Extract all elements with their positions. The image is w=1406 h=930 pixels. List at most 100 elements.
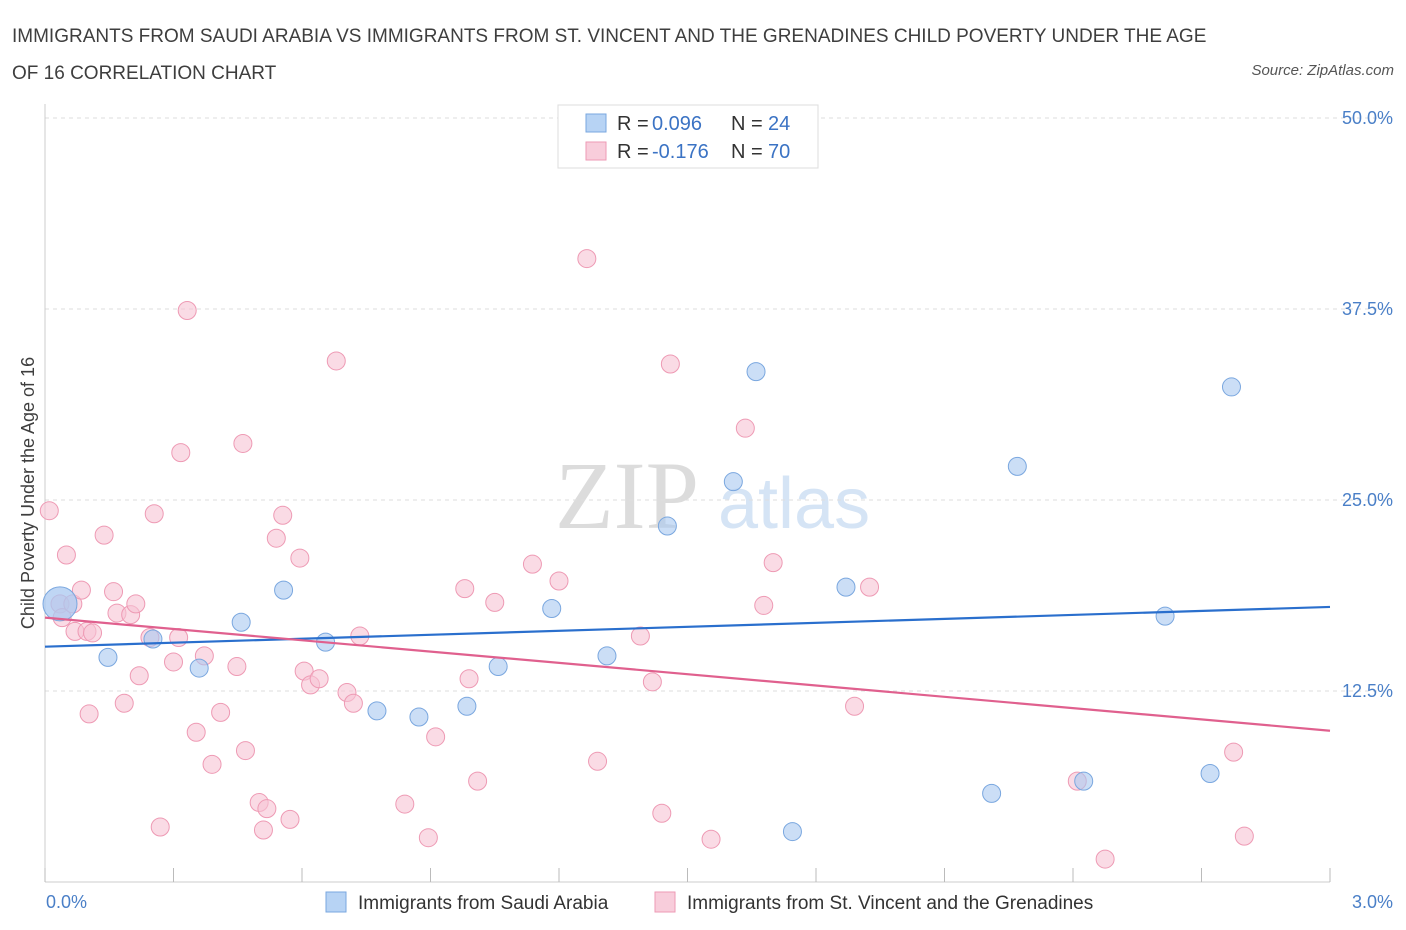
bottom-legend-label-stvincent: Immigrants from St. Vincent and the Gren… [687, 893, 1093, 914]
y-tick-label-3: 50.0% [1342, 108, 1393, 128]
y-axis-label: Child Poverty Under the Age of 16 [18, 357, 38, 629]
point-stvincent-53 [549, 571, 569, 591]
point-saudi-20 [1074, 771, 1094, 791]
point-stvincent-8 [79, 704, 99, 724]
point-stvincent-13 [114, 693, 134, 713]
point-stvincent-47 [426, 727, 446, 747]
grid-lines [45, 117, 1390, 692]
point-stvincent-63 [763, 553, 783, 573]
y-tick-label-1: 25.0% [1342, 490, 1393, 510]
point-stvincent-0 [39, 501, 59, 521]
point-stvincent-58 [652, 803, 672, 823]
point-stvincent-32 [253, 820, 273, 840]
legend-r-label-saudi: R = [617, 113, 649, 135]
point-stvincent-11 [104, 582, 124, 602]
legend-n-label-saudi: N = [731, 113, 763, 135]
point-stvincent-61 [735, 418, 755, 438]
point-stvincent-64 [845, 696, 865, 716]
point-stvincent-55 [588, 751, 608, 771]
y-tick-labels: 12.5% 25.0% 37.5% 50.0% [1342, 108, 1393, 701]
trend-lines [44, 605, 1331, 732]
point-stvincent-30 [235, 741, 255, 761]
point-stvincent-33 [257, 799, 277, 819]
y-tick-label-0: 12.5% [1342, 681, 1393, 701]
point-stvincent-50 [468, 771, 488, 791]
point-stvincent-34 [266, 528, 286, 548]
legend-r-value-saudi: 0.096 [652, 113, 702, 135]
point-stvincent-36 [280, 809, 300, 829]
point-saudi-15 [746, 362, 766, 382]
point-stvincent-16 [129, 666, 149, 686]
point-stvincent-43 [343, 693, 363, 713]
watermark-atlas: atlas [718, 464, 870, 544]
point-stvincent-67 [1095, 849, 1115, 869]
point-stvincent-22 [171, 443, 191, 463]
point-stvincent-62 [754, 595, 774, 615]
point-stvincent-18 [144, 504, 164, 524]
bottom-legend-swatch-saudi [325, 891, 347, 913]
correlation-legend: R = 0.096 N = 24 R = -0.176 N = 70 [557, 104, 819, 169]
point-stvincent-46 [418, 828, 438, 848]
point-stvincent-59 [660, 354, 680, 374]
point-stvincent-40 [309, 669, 329, 689]
watermark-zip: ZIP [555, 442, 699, 549]
legend-n-value-saudi: 24 [768, 113, 790, 135]
point-saudi-7 [367, 701, 387, 721]
point-stvincent-6 [71, 580, 91, 600]
point-stvincent-49 [459, 669, 479, 689]
bottom-legend-swatch-stvincent [654, 891, 676, 913]
point-stvincent-15 [126, 594, 146, 614]
source-label: Source: ZipAtlas.com [1251, 62, 1394, 79]
point-stvincent-27 [211, 702, 231, 722]
legend-r-value-stvincent: -0.176 [652, 141, 709, 163]
point-saudi-18 [982, 783, 1002, 803]
bottom-legend-label-saudi: Immigrants from Saudi Arabia [358, 893, 609, 914]
legend-n-label-stvincent: N = [731, 141, 763, 163]
point-saudi-13 [657, 516, 677, 536]
trend-line-saudi [44, 605, 1331, 648]
point-saudi-4 [231, 612, 251, 632]
legend-swatch-stvincent [585, 141, 607, 161]
point-saudi-14 [723, 472, 743, 492]
point-stvincent-69 [1234, 826, 1254, 846]
point-stvincent-23 [177, 301, 197, 321]
point-saudi-16 [782, 822, 802, 842]
point-saudi-17 [836, 577, 856, 597]
point-stvincent-41 [326, 351, 346, 371]
y-tick-label-2: 37.5% [1342, 299, 1393, 319]
point-saudi-19 [1007, 456, 1027, 476]
point-stvincent-37 [290, 548, 310, 568]
point-stvincent-26 [202, 754, 222, 774]
point-stvincent-3 [56, 545, 76, 565]
point-saudi-22 [1200, 764, 1220, 784]
point-stvincent-9 [83, 623, 103, 643]
point-stvincent-10 [94, 525, 114, 545]
point-stvincent-29 [233, 433, 253, 453]
point-saudi-23 [1221, 377, 1241, 397]
point-stvincent-52 [522, 554, 542, 574]
point-saudi-2 [143, 629, 163, 649]
legend-swatch-saudi [585, 113, 607, 133]
point-saudi-5 [274, 580, 294, 600]
x-axis-ticks [44, 868, 1331, 882]
point-stvincent-57 [642, 672, 662, 692]
point-stvincent-19 [150, 817, 170, 837]
point-stvincent-28 [227, 657, 247, 677]
point-stvincent-51 [485, 592, 505, 612]
x-tick-label-min: 0.0% [46, 892, 87, 912]
legend-r-label-stvincent: R = [617, 141, 649, 163]
series-legend: Immigrants from Saudi Arabia Immigrants … [325, 891, 1093, 914]
point-stvincent-20 [164, 652, 183, 672]
point-saudi-21 [1155, 606, 1175, 626]
point-stvincent-65 [860, 577, 880, 597]
point-saudi-10 [488, 657, 508, 677]
point-stvincent-48 [455, 579, 475, 599]
point-stvincent-45 [395, 794, 415, 814]
point-stvincent-60 [701, 829, 721, 849]
point-saudi-0 [42, 586, 78, 622]
trend-line-stvincent [44, 616, 1331, 732]
point-stvincent-56 [630, 626, 650, 646]
point-stvincent-35 [273, 505, 293, 525]
point-saudi-8 [409, 707, 429, 727]
